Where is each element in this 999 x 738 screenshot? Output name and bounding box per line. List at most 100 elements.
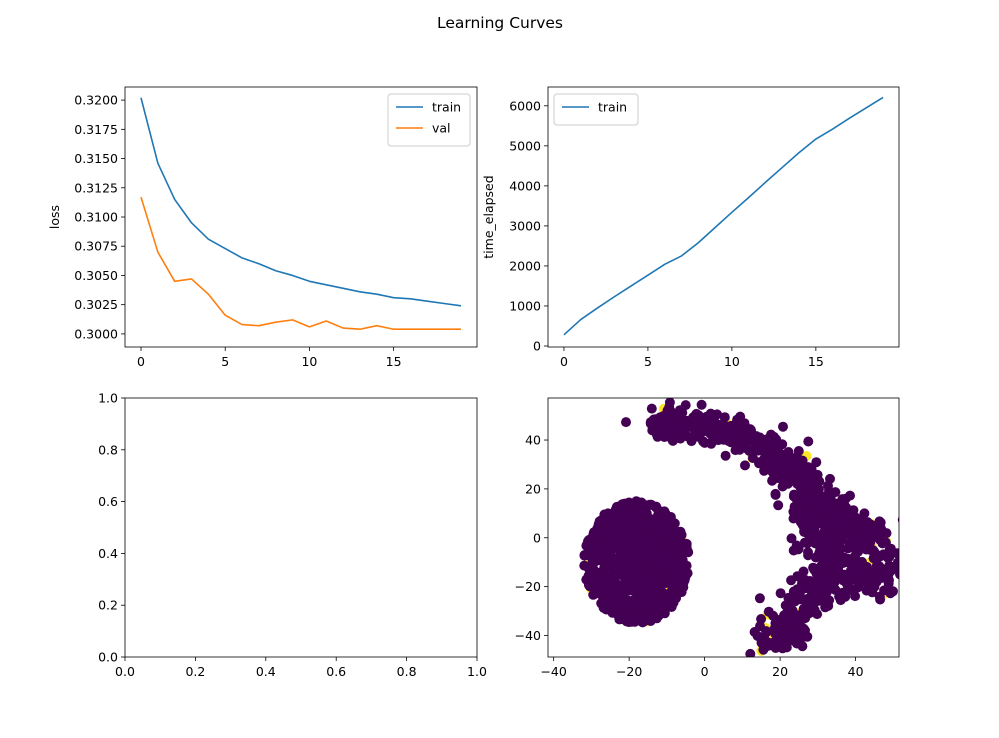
scatter-point — [821, 587, 832, 598]
x-tick-label: 10 — [301, 354, 317, 369]
scatter-point — [660, 426, 671, 437]
scatter-point — [825, 473, 835, 484]
plot-area — [579, 398, 899, 657]
scatter-point — [686, 436, 697, 447]
scatter-point — [816, 573, 827, 584]
scatter-point — [607, 526, 618, 537]
scatter-point — [799, 583, 810, 594]
y-tick-label: 0.4 — [98, 546, 118, 561]
scatter-point — [895, 567, 899, 578]
scatter-point — [669, 431, 680, 442]
scatter-point — [646, 403, 657, 414]
scatter-point — [669, 567, 680, 578]
tick-labels: 0.0 0.2 0.4 0.6 0.8 1.0 0.0 0.2 0.4 0.6 0.8 1.0 — [98, 391, 487, 680]
scatter-point — [784, 453, 795, 464]
scatter-point — [770, 489, 781, 500]
scatter-point — [660, 522, 671, 533]
figure-title: Learning Curves — [437, 14, 563, 32]
scatter-point — [671, 587, 682, 598]
scatter-point — [747, 453, 758, 463]
scatter-point — [639, 506, 650, 517]
x-tick-label: 15 — [808, 354, 824, 369]
series-line-train — [140, 97, 462, 307]
scatter-point — [772, 628, 783, 639]
y-tick-label: 0.3050 — [74, 268, 118, 283]
scatter-point — [802, 538, 813, 549]
y-tick-label: 2000 — [509, 258, 541, 273]
scatter-point — [799, 500, 810, 511]
scatter-point — [696, 399, 707, 410]
scatter-point — [754, 593, 765, 604]
x-tick-label: 5 — [221, 354, 229, 369]
scatter-point — [873, 564, 884, 575]
x-tick-label: 0.4 — [256, 664, 276, 679]
subplot-4: −40 −20 0 20 40 −40 −20 0 20 40 — [515, 397, 900, 679]
scatter-point — [663, 511, 674, 522]
scatter-point — [627, 548, 637, 558]
tick-labels: 0 5 10 15 0 1000 2000 3000 4000 5000 6000 — [509, 98, 824, 369]
scatter-point — [786, 533, 797, 544]
legend-label-val: val — [432, 121, 451, 136]
y-tick-label: 0.3175 — [74, 122, 118, 137]
scatter-point — [843, 553, 854, 564]
scatter-point — [874, 532, 885, 543]
scatter-point — [626, 616, 637, 627]
scatter-point — [675, 546, 686, 557]
scatter-point — [637, 560, 648, 571]
scatter-point — [648, 610, 659, 621]
scatter-point — [791, 467, 802, 478]
series-line-val — [140, 196, 461, 331]
scatter-point — [649, 526, 659, 537]
scatter-point — [622, 500, 633, 511]
scatter-point — [584, 549, 595, 560]
scatter-point — [869, 546, 880, 557]
scatter-point — [658, 411, 669, 422]
scatter-point — [874, 591, 885, 602]
scatter-point — [820, 602, 831, 613]
scatter-point — [835, 510, 846, 521]
y-tick-label: 0.6 — [98, 494, 118, 509]
scatter-point — [745, 648, 756, 657]
scatter-point — [627, 517, 638, 528]
y-tick-label: −40 — [515, 628, 541, 643]
scatter-point — [637, 590, 648, 601]
scatter-point — [850, 543, 860, 554]
y-tick-label: 40 — [525, 433, 541, 448]
scatter-point — [833, 524, 844, 535]
scatter-point — [616, 614, 627, 624]
y-axis-label: time_elapsed — [481, 175, 496, 258]
scatter-point — [766, 466, 777, 476]
scatter-point — [611, 569, 622, 579]
y-tick-label: 6000 — [509, 98, 541, 113]
scatter-point — [669, 552, 679, 563]
scatter-point — [803, 462, 814, 473]
axes-frame — [547, 397, 900, 658]
scatter-point — [680, 400, 691, 411]
scatter-point — [632, 604, 643, 615]
y-tick-label: 0.3025 — [74, 297, 118, 312]
scatter-point — [775, 588, 786, 599]
scatter-point — [762, 450, 772, 461]
scatter-point — [775, 620, 786, 631]
scatter-point — [854, 514, 865, 525]
scatter-point — [798, 566, 809, 577]
scatter-point — [797, 641, 808, 652]
scatter-point — [768, 610, 779, 621]
scatter-point — [803, 436, 814, 447]
tick-labels: 0 5 10 15 0.3000 0.3025 0.3050 0.3075 0.3100 0.31… — [74, 93, 401, 369]
x-tick-label: 0.6 — [326, 664, 346, 679]
scatter-point — [680, 572, 691, 583]
x-tick-label: 0.0 — [115, 664, 135, 679]
scatter-point — [793, 446, 804, 456]
x-tick-label: 40 — [848, 664, 864, 679]
y-tick-label: 0 — [533, 530, 541, 545]
y-tick-label: 5000 — [509, 138, 541, 153]
scatter-point — [770, 643, 781, 653]
scatter-point — [740, 460, 750, 471]
x-tick-label: 0.2 — [185, 664, 205, 679]
scatter-point — [594, 523, 605, 534]
scatter-point — [842, 572, 853, 583]
scatter-point — [676, 554, 687, 565]
legend: train val — [387, 93, 471, 147]
